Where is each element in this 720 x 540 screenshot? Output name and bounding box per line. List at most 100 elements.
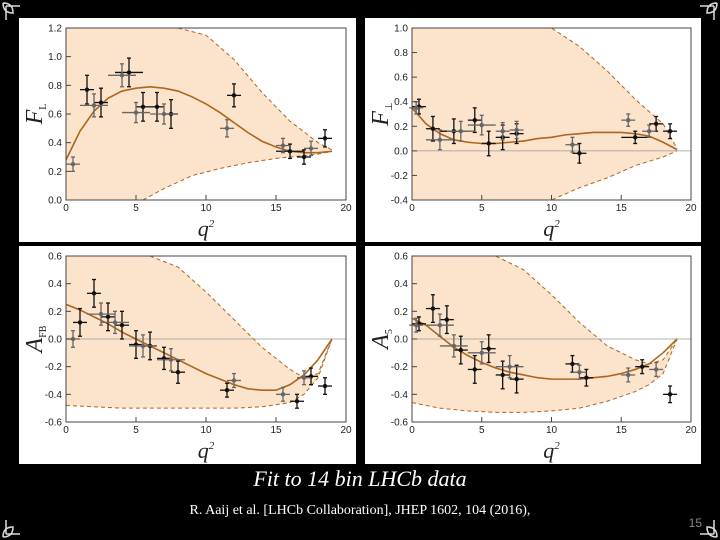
point-marker	[70, 161, 76, 167]
point-marker	[667, 129, 673, 134]
point-marker	[119, 73, 125, 78]
y-tick-label: 0.4	[48, 138, 62, 149]
point-marker	[280, 392, 286, 397]
chart-svg: 0 5 10 15 20 -0.6 -0.4 -0.2 0.0 0.2 0.4 0.6 q2 AFB	[22, 252, 352, 464]
data-point	[276, 386, 290, 402]
data-point	[157, 348, 185, 372]
point-marker	[322, 383, 328, 389]
y-tick-label: 0.4	[48, 279, 62, 290]
point-marker	[105, 314, 111, 320]
point-marker	[500, 372, 505, 378]
data-point	[663, 385, 678, 404]
point-marker	[633, 135, 638, 140]
y-tick-label: -0.6	[45, 418, 63, 429]
data-point	[467, 114, 496, 136]
point-marker	[161, 111, 167, 117]
point-marker	[667, 392, 673, 397]
data-point	[495, 360, 510, 390]
x-tick-label: 20	[340, 425, 352, 436]
uncertainty-band	[66, 256, 332, 409]
band-upper-edge	[66, 28, 333, 151]
y-tick-label: 0.6	[48, 252, 62, 263]
data-point	[572, 364, 587, 380]
point-marker	[175, 370, 181, 375]
point-marker	[91, 103, 97, 108]
slide-number: 15	[688, 516, 702, 530]
point-marker	[287, 149, 293, 154]
x-axis-label-sup: 2	[554, 218, 560, 230]
point-marker	[126, 70, 132, 75]
point-marker	[514, 376, 519, 382]
x-axis-label: q2	[198, 438, 215, 463]
chart-panel-afb: 0 5 10 15 20 -0.6 -0.4 -0.2 0.0 0.2 0.4 0.6 q2 AFB	[19, 246, 356, 464]
x-tick-label: 10	[200, 425, 212, 436]
fit-curve	[66, 85, 333, 161]
data-point	[150, 91, 164, 122]
y-axis-label: A5	[368, 329, 395, 351]
data-point	[509, 364, 524, 394]
data-point	[66, 156, 80, 172]
x-tick-label: 0	[409, 203, 415, 214]
point-marker	[140, 104, 146, 110]
point-marker	[639, 364, 645, 369]
band-lower-edge	[66, 150, 333, 200]
data-point	[220, 119, 234, 138]
corner-ornament-icon	[2, 2, 20, 20]
data-point	[495, 121, 510, 141]
y-axis-label: FL	[22, 104, 49, 126]
data-point	[565, 354, 580, 373]
y-tick-label: -0.6	[391, 418, 409, 429]
point-marker	[458, 129, 464, 134]
band-upper-edge	[412, 256, 678, 365]
point-marker	[437, 322, 443, 328]
x-tick-label: 10	[546, 425, 558, 436]
chart-svg: 0 5 10 15 20 -0.4 -0.2 0.0 0.2 0.4 0.6 0.8 1.0 q2 F⊥	[368, 24, 697, 242]
y-tick-label: -0.4	[45, 390, 63, 401]
y-tick-label: -0.4	[391, 390, 409, 401]
point-marker	[154, 104, 160, 110]
uncertainty-band	[412, 256, 678, 413]
point-marker	[626, 117, 631, 123]
point-marker	[479, 122, 484, 128]
chart-panel-a5: 0 5 10 15 20 -0.6 -0.4 -0.2 0.0 0.2 0.4 0.6 q2 A5	[365, 246, 701, 464]
data-point	[425, 129, 454, 151]
point-marker	[413, 105, 419, 111]
data-point	[453, 335, 468, 365]
caption-reference: R. Aaij et al. [LHCb Collaboration], JHE…	[189, 503, 531, 518]
data-point	[467, 341, 496, 365]
point-marker	[437, 137, 443, 142]
y-tick-label: 0.0	[394, 335, 408, 346]
point-marker	[486, 346, 491, 351]
data-point	[439, 334, 468, 358]
data-point	[409, 317, 424, 333]
corner-ornament-icon	[700, 2, 718, 20]
data-point	[227, 83, 241, 108]
point-marker	[646, 129, 652, 134]
point-marker	[133, 110, 139, 115]
y-axis-label: AFB	[22, 325, 49, 354]
data-point	[136, 91, 150, 122]
point-marker	[231, 93, 237, 98]
band-lower-edge	[412, 338, 678, 413]
y-tick-label: 0.0	[48, 196, 62, 207]
band-upper-edge	[412, 28, 678, 149]
y-tick-label: 0.2	[394, 307, 408, 318]
data-point	[318, 129, 332, 148]
y-axis-label-sub: 5	[384, 329, 395, 334]
chart-svg: 0 5 10 15 20 -0.6 -0.4 -0.2 0.0 0.2 0.4 0.6 q2 A5	[368, 252, 697, 464]
data-point	[642, 124, 657, 138]
data-point	[481, 334, 496, 364]
x-axis-label-sup: 2	[554, 440, 560, 452]
data-point	[467, 354, 482, 384]
y-tick-label: -0.4	[391, 196, 409, 207]
point-marker	[444, 317, 450, 322]
point-marker	[577, 151, 582, 156]
x-tick-label: 15	[616, 203, 628, 214]
x-axis-label: q2	[198, 216, 215, 241]
data-point	[115, 57, 143, 88]
point-marker	[570, 142, 575, 147]
point-marker	[507, 364, 512, 369]
y-axis-label: F⊥	[368, 102, 395, 126]
point-marker	[322, 136, 328, 141]
y-tick-label: 0.6	[394, 73, 408, 84]
